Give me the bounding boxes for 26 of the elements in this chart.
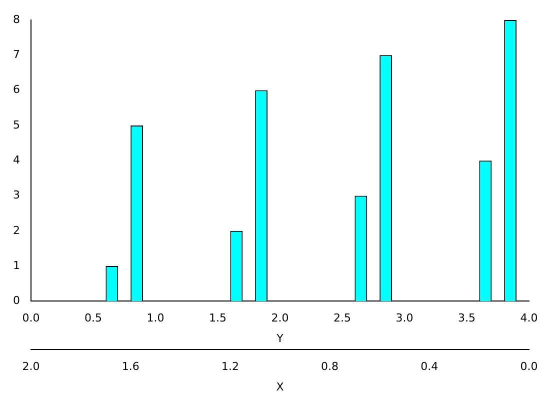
x-tick-label: 2.0 bbox=[271, 312, 289, 325]
y-tick-label: 1 bbox=[13, 258, 20, 272]
x-tick-label: 2.5 bbox=[334, 312, 351, 325]
x-tick-label: 3.5 bbox=[458, 312, 476, 325]
x2-tick-label: 1.2 bbox=[221, 360, 239, 374]
x-tick-label: 0.5 bbox=[84, 312, 102, 325]
x2-tick-label: 1.6 bbox=[122, 360, 140, 374]
y-tick-label: 8 bbox=[13, 12, 20, 26]
y-tick-label: 2 bbox=[13, 224, 20, 237]
y-tick-label: 7 bbox=[13, 48, 20, 62]
y-tick-label: 0 bbox=[13, 294, 20, 308]
x-tick-label: 4.0 bbox=[520, 312, 538, 325]
y-tick-label: 5 bbox=[13, 118, 20, 132]
x2-tick-label: 0.4 bbox=[420, 360, 438, 374]
x2-tick-label: 0.8 bbox=[321, 360, 339, 374]
x2-axis-title: X bbox=[276, 380, 284, 394]
x-tick-label: 1.0 bbox=[146, 312, 164, 325]
x2-tick-label: 2.0 bbox=[22, 360, 40, 374]
x-tick-label: 3.0 bbox=[396, 312, 414, 325]
y-tick-label: 4 bbox=[13, 153, 20, 166]
y-tick-label: 6 bbox=[13, 83, 20, 96]
x-tick-label: 1.5 bbox=[209, 312, 226, 325]
x-tick-label: 0.0 bbox=[22, 312, 40, 325]
x2-tick-label: 0.0 bbox=[520, 360, 538, 374]
x-axis-title: Y bbox=[276, 332, 284, 345]
y-tick-label: 3 bbox=[13, 188, 20, 202]
